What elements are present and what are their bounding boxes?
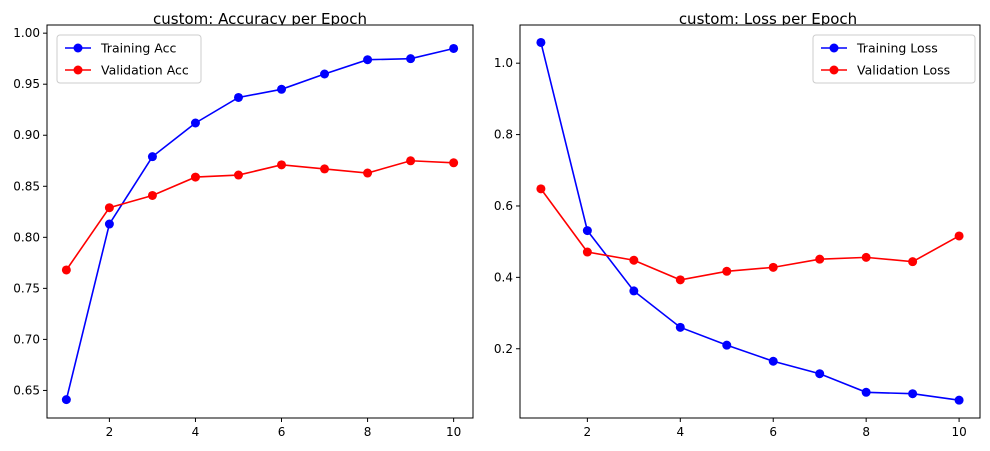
- data-point: [190, 118, 200, 128]
- data-point: [61, 395, 71, 405]
- y-tick-label: 0.70: [13, 332, 40, 346]
- data-point: [449, 43, 459, 53]
- data-point: [406, 54, 416, 64]
- data-point: [768, 262, 778, 272]
- series-line: [540, 188, 960, 281]
- data-point: [190, 172, 200, 182]
- legend-swatch-marker: [829, 43, 839, 53]
- legend-swatch-marker: [73, 43, 83, 53]
- data-point: [582, 247, 592, 257]
- data-point: [954, 395, 964, 405]
- data-point: [722, 340, 732, 350]
- legend-box: [812, 34, 976, 84]
- y-tick-label: 0.95: [13, 77, 40, 91]
- data-point: [861, 252, 871, 262]
- y-tick-label: 0.85: [13, 179, 40, 193]
- y-tick-label: 1.00: [13, 26, 40, 40]
- accuracy-chart: custom: Accuracy per Epoch 2 4 6 8 10 0.65 0.7…: [13, 10, 474, 439]
- data-point: [233, 92, 243, 102]
- plot-area: [46, 24, 474, 419]
- data-point: [320, 164, 330, 174]
- data-point: [908, 257, 918, 267]
- x-tick-label: 6: [769, 425, 777, 439]
- series-line: [540, 42, 960, 401]
- legend-label: Validation Loss: [857, 63, 950, 78]
- series-line: [65, 159, 454, 271]
- legend-swatch-marker: [829, 65, 839, 75]
- y-tick-label: 0.90: [13, 128, 40, 142]
- data-point: [320, 69, 330, 79]
- y-tick-label: 1.0: [494, 56, 513, 70]
- y-tick-label: 0.65: [13, 383, 40, 397]
- chart-title: custom: Accuracy per Epoch: [153, 10, 367, 28]
- legend-swatch-marker: [73, 65, 83, 75]
- legend-label: Validation Acc: [101, 63, 189, 78]
- loss-chart: custom: Loss per Epoch 2 4 6 8 10 0.2 0.4 0.6 0.…: [494, 10, 981, 439]
- series-line: [65, 47, 454, 400]
- data-point: [582, 226, 592, 236]
- data-point: [815, 254, 825, 264]
- y-tick-label: 0.4: [494, 270, 513, 284]
- data-point: [954, 231, 964, 241]
- x-tick-label: 2: [106, 425, 114, 439]
- x-tick-label: 8: [364, 425, 372, 439]
- x-tick-label: 4: [676, 425, 684, 439]
- data-point: [675, 322, 685, 332]
- x-tick-label: 10: [446, 425, 461, 439]
- data-point: [104, 219, 114, 229]
- x-tick-label: 10: [951, 425, 966, 439]
- y-tick-label: 0.6: [494, 199, 513, 213]
- data-point: [722, 266, 732, 276]
- data-point: [104, 203, 114, 213]
- y-tick-label: 0.75: [13, 281, 40, 295]
- x-tick-label: 8: [862, 425, 870, 439]
- legend-label: Training Acc: [100, 41, 176, 56]
- chart-title: custom: Loss per Epoch: [679, 10, 857, 28]
- data-point: [406, 156, 416, 166]
- data-point: [768, 356, 778, 366]
- data-point: [233, 170, 243, 180]
- data-point: [147, 152, 157, 162]
- data-point: [629, 286, 639, 296]
- x-tick-label: 2: [584, 425, 592, 439]
- legend-label: Training Loss: [856, 41, 938, 56]
- data-point: [536, 184, 546, 194]
- legend: Training Acc Validation Acc: [56, 34, 202, 84]
- data-point: [675, 275, 685, 285]
- data-point: [449, 158, 459, 168]
- y-tick-label: 0.2: [494, 342, 513, 356]
- data-point: [363, 168, 373, 178]
- y-tick-label: 0.8: [494, 128, 513, 142]
- data-point: [363, 55, 373, 65]
- y-tick-label: 0.80: [13, 230, 40, 244]
- legend: Training Loss Validation Loss: [812, 34, 976, 84]
- data-point: [908, 389, 918, 399]
- data-point: [861, 387, 871, 397]
- data-point: [61, 265, 71, 275]
- x-tick-label: 4: [192, 425, 200, 439]
- legend-box: [56, 34, 202, 84]
- data-point: [536, 37, 546, 47]
- data-point: [277, 84, 287, 94]
- data-point: [147, 190, 157, 200]
- data-point: [629, 255, 639, 265]
- plot-area: [519, 24, 981, 419]
- x-tick-label: 6: [278, 425, 286, 439]
- data-point: [277, 160, 287, 170]
- data-point: [815, 369, 825, 379]
